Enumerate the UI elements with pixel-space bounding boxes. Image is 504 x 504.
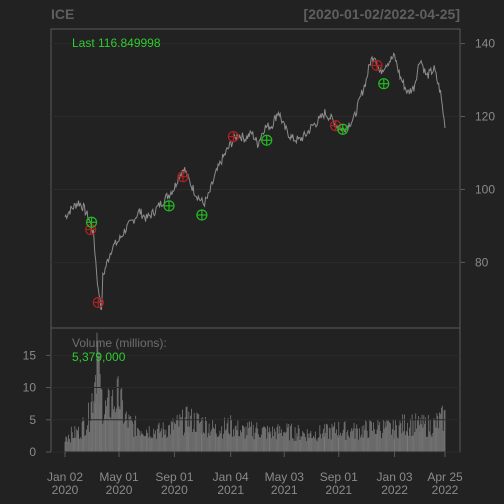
volume-tick-label: 0 bbox=[29, 445, 36, 459]
buy-signal-marker bbox=[378, 78, 390, 90]
buy-signal-marker bbox=[85, 216, 98, 228]
volume-y-axis: 0 5 10 15 bbox=[23, 348, 51, 459]
price-tick-label: 120 bbox=[475, 110, 495, 124]
x-tick-year: 2021 bbox=[325, 483, 352, 497]
x-tick-year: 2020 bbox=[106, 483, 133, 497]
symbol-title: ICE bbox=[51, 6, 74, 22]
x-tick-label: Sep 01 bbox=[155, 470, 193, 484]
sell-signal-marker bbox=[92, 296, 104, 309]
x-tick-label: Jan 04 bbox=[213, 470, 249, 484]
volume-label: Volume (millions): bbox=[72, 336, 167, 350]
buy-signal-marker bbox=[196, 209, 208, 221]
x-tick-year: 2021 bbox=[271, 483, 298, 497]
price-tick-label: 80 bbox=[475, 255, 489, 269]
x-tick-label: Sep 01 bbox=[320, 470, 358, 484]
x-tick-label: Jan 03 bbox=[377, 470, 413, 484]
buy-signal-marker bbox=[337, 123, 349, 135]
x-tick-year: 2022 bbox=[381, 483, 408, 497]
x-tick-year: 2021 bbox=[217, 483, 244, 497]
price-y-axis: 80 100 120 140 bbox=[460, 37, 495, 269]
volume-tick-label: 5 bbox=[29, 413, 36, 427]
x-tick-label: May 01 bbox=[99, 470, 139, 484]
volume-value: 5,379,000 bbox=[72, 350, 126, 364]
volume-tick-label: 10 bbox=[23, 381, 37, 395]
price-gridlines bbox=[51, 43, 460, 263]
price-tick-label: 140 bbox=[475, 37, 495, 51]
sell-signal-marker bbox=[329, 120, 342, 132]
date-range-title: [2020-01-02/2022-04-25] bbox=[304, 6, 460, 22]
x-tick-label: Jan 02 bbox=[47, 470, 83, 484]
sell-signal-marker bbox=[371, 59, 383, 72]
x-tick-year: 2022 bbox=[432, 483, 459, 497]
x-tick-year: 2020 bbox=[161, 483, 188, 497]
volume-bars bbox=[64, 332, 446, 452]
signal-markers bbox=[85, 59, 390, 309]
buy-signal-marker bbox=[163, 200, 175, 212]
buy-signal-marker bbox=[261, 134, 273, 146]
sell-signal-marker bbox=[85, 223, 97, 236]
price-tick-label: 100 bbox=[475, 182, 495, 196]
volume-tick-label: 15 bbox=[23, 348, 37, 362]
x-tick-label: Apr 25 bbox=[427, 470, 463, 484]
sell-signal-marker bbox=[177, 171, 189, 183]
sell-signal-marker bbox=[227, 130, 239, 143]
last-price-label: Last 116.849998 bbox=[72, 36, 161, 50]
price-line bbox=[64, 52, 446, 311]
x-tick-label: May 03 bbox=[265, 470, 305, 484]
x-tick-year: 2020 bbox=[52, 483, 79, 497]
